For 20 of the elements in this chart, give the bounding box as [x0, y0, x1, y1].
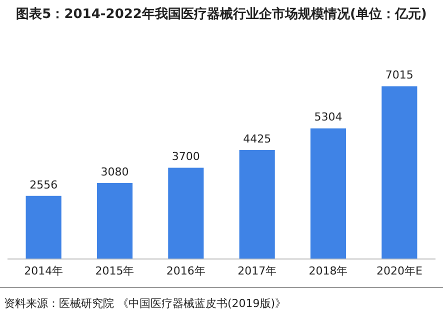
- data-label: 2556: [30, 178, 58, 192]
- bar: [310, 128, 346, 259]
- data-label: 5304: [314, 110, 342, 124]
- bar: [26, 196, 62, 259]
- bar: [382, 86, 418, 259]
- text: 资料来源：医械研究院 《中国医疗器械蓝皮书(2019版)》: [4, 296, 286, 311]
- data-label: 3700: [172, 150, 200, 164]
- x-tick-label: 2015年: [95, 264, 134, 278]
- bar: [168, 168, 204, 259]
- chart-title: 图表5：2014-2022年我国医疗器械行业企市场规模情况(单位：亿元): [15, 6, 428, 23]
- data-label: 4425: [243, 132, 272, 146]
- data-label: 3080: [100, 165, 129, 178]
- x-tick-label: 2016年: [166, 264, 206, 278]
- x-tick-label: 2018年: [308, 264, 348, 278]
- bar: [239, 150, 275, 259]
- x-tick-label: 2020年E: [376, 264, 422, 278]
- x-tick-label: 2017年: [238, 264, 277, 278]
- bar: [96, 183, 133, 259]
- data-label: 7015: [385, 68, 414, 82]
- x-tick-label: 2014年: [24, 264, 64, 278]
